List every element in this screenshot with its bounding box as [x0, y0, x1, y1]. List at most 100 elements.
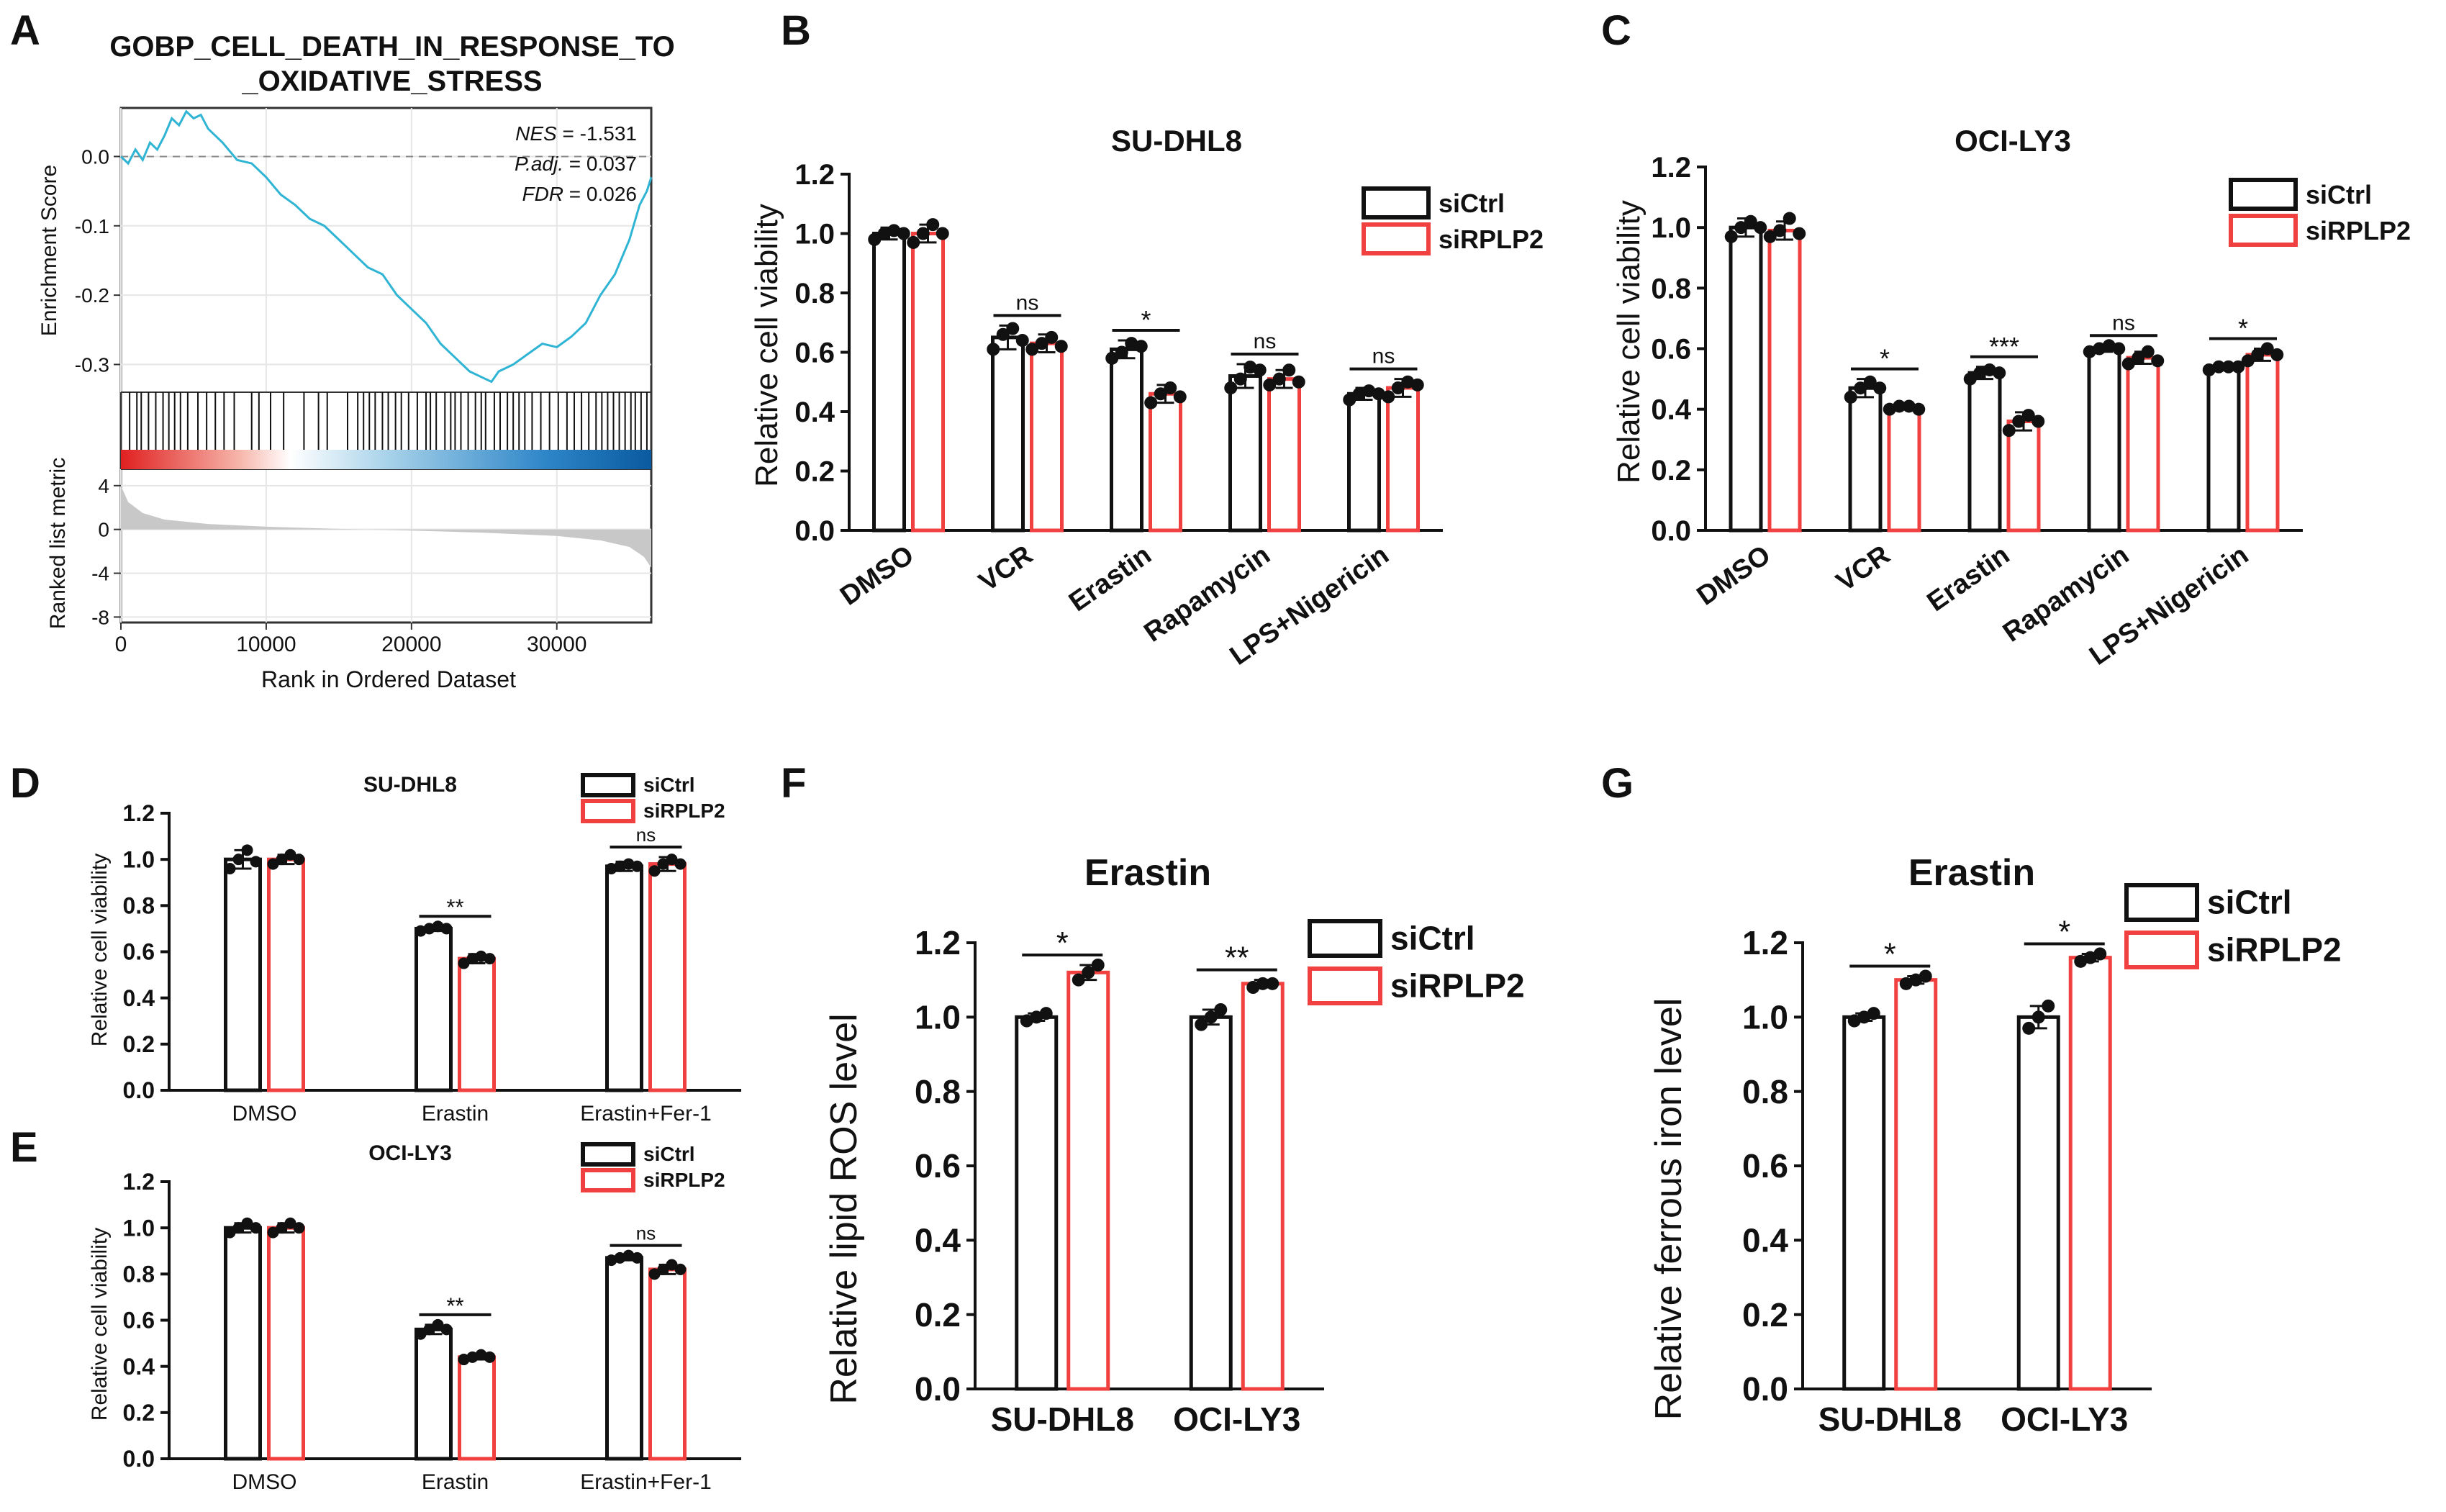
- data-point: [1195, 1018, 1208, 1031]
- data-point: [631, 1251, 643, 1264]
- chart-g-ylabel: Relative ferrous iron level: [1648, 998, 1690, 1421]
- data-point: [232, 1222, 245, 1234]
- data-point: [423, 923, 435, 935]
- gsea-frame: [119, 107, 653, 624]
- data-point: [622, 1249, 635, 1262]
- data-point: [415, 925, 427, 937]
- x-tick-label: DMSO: [232, 1102, 297, 1126]
- legend-swatch-siCtrl: [2124, 883, 2199, 922]
- x-tick-label: 10000: [236, 633, 296, 656]
- data-point: [2083, 951, 2097, 964]
- significance-label: *: [1056, 926, 1069, 961]
- data-point: [1292, 375, 1305, 389]
- x-tick-label: Erastin: [422, 1470, 489, 1494]
- data-point: [1410, 378, 1424, 391]
- x-tick-label: Erastin: [1064, 540, 1157, 617]
- data-point: [2121, 357, 2135, 371]
- data-point: [907, 235, 920, 249]
- data-point: [1134, 340, 1148, 353]
- data-point: [1847, 1014, 1861, 1028]
- data-point: [648, 865, 661, 877]
- bar-siCtrl-SU-DHL8: [1015, 1015, 1059, 1391]
- data-point: [1857, 1010, 1871, 1024]
- data-point: [605, 1254, 617, 1267]
- bar-siCtrl-DMSO: [224, 1226, 262, 1461]
- data-point: [2132, 351, 2145, 365]
- data-point: [1744, 214, 1757, 228]
- gsea-ylabel-es: Enrichment Score: [37, 165, 61, 336]
- data-point: [1919, 969, 1932, 983]
- chart-e-ylabel: Relative cell viability: [88, 1228, 112, 1421]
- gsea-xlabel: Rank in Ordered Dataset: [261, 666, 516, 692]
- data-point: [440, 1323, 453, 1336]
- bar-siCtrl-SU-DHL8: [1842, 1015, 1886, 1391]
- bar-siCtrl-VCR: [991, 335, 1025, 533]
- y-tick-label: 0.8: [1742, 1073, 1788, 1110]
- gsea-stat-0: NES = -1.531: [515, 122, 637, 145]
- data-point: [1844, 390, 1857, 404]
- data-point: [1352, 387, 1366, 401]
- data-point: [2232, 360, 2245, 374]
- data-point: [2083, 345, 2096, 358]
- legend-swatch-siRPLP2: [2229, 214, 2298, 247]
- bar-siRPLP2-VCR: [1887, 404, 1921, 533]
- y-tick-label: 0.0: [915, 1370, 961, 1408]
- gsea-stat-1: P.adj. = 0.037: [515, 153, 637, 175]
- data-point: [250, 856, 262, 868]
- gsea-title-line-1: GOBP_CELL_DEATH_IN_RESPONSE_TO: [109, 31, 674, 63]
- data-point: [1105, 351, 1119, 365]
- panel-label-c: C: [1601, 7, 1631, 54]
- data-point: [224, 863, 236, 874]
- data-point: [605, 863, 617, 874]
- x-tick-label: 30000: [527, 633, 586, 656]
- significance-label: ns: [1372, 345, 1395, 368]
- data-point: [267, 858, 279, 870]
- bar-siRPLP2-LPS+Nigericin: [1386, 386, 1420, 533]
- bar-siCtrl-Rapamycin: [1228, 374, 1262, 533]
- data-point: [657, 1263, 669, 1275]
- bar-siCtrl-OCI-LY3: [1189, 1015, 1233, 1391]
- bar-siCtrl-Erastin: [1110, 347, 1143, 533]
- y-tick-label: 0.0: [123, 1446, 155, 1472]
- chart-c-title: OCI-LY3: [1954, 124, 2071, 158]
- data-point: [1224, 381, 1238, 394]
- es-tick-label: 0.0: [81, 145, 109, 168]
- x-tick-label: VCR: [974, 540, 1038, 597]
- data-point: [1272, 372, 1286, 386]
- data-point: [2022, 1021, 2036, 1035]
- data-point: [1912, 402, 1926, 416]
- bar-siRPLP2-Erastin: [458, 956, 496, 1092]
- data-point: [2102, 339, 2116, 353]
- y-tick-label: 0.4: [794, 397, 835, 428]
- legend-swatch-siRPLP2: [581, 1168, 635, 1192]
- data-point: [2151, 354, 2165, 368]
- y-tick-label: 1.2: [794, 159, 835, 191]
- data-point: [1963, 372, 1977, 386]
- data-point: [1993, 366, 2006, 380]
- data-point: [475, 1349, 487, 1361]
- data-point: [1256, 977, 1269, 990]
- data-point: [2031, 1010, 2045, 1024]
- data-point: [1734, 221, 1748, 235]
- data-point: [2141, 345, 2155, 358]
- data-point: [1372, 387, 1385, 401]
- chart-f-title: Erastin: [1084, 852, 1211, 894]
- data-point: [241, 1217, 253, 1229]
- y-tick-label: 0.0: [1742, 1370, 1788, 1408]
- bar-siRPLP2-DMSO: [267, 857, 305, 1092]
- bar-siRPLP2-OCI-LY3: [2068, 956, 2112, 1391]
- y-tick-label: 0.4: [915, 1221, 961, 1259]
- data-point: [224, 1226, 236, 1239]
- data-point: [1072, 973, 1085, 987]
- y-tick-label: 1.0: [1742, 998, 1788, 1036]
- gsea-ylabel-metric: Ranked list metric: [46, 458, 70, 629]
- data-point: [926, 218, 940, 232]
- bar-siRPLP2-SU-DHL8: [1066, 970, 1110, 1391]
- y-tick-label: 1.0: [123, 1215, 155, 1241]
- data-point: [666, 1259, 678, 1271]
- y-tick-label: 0.6: [1651, 334, 1691, 366]
- data-point: [1893, 399, 1906, 413]
- panel-label-a: A: [10, 7, 40, 54]
- data-point: [1164, 381, 1177, 394]
- data-point: [674, 858, 687, 870]
